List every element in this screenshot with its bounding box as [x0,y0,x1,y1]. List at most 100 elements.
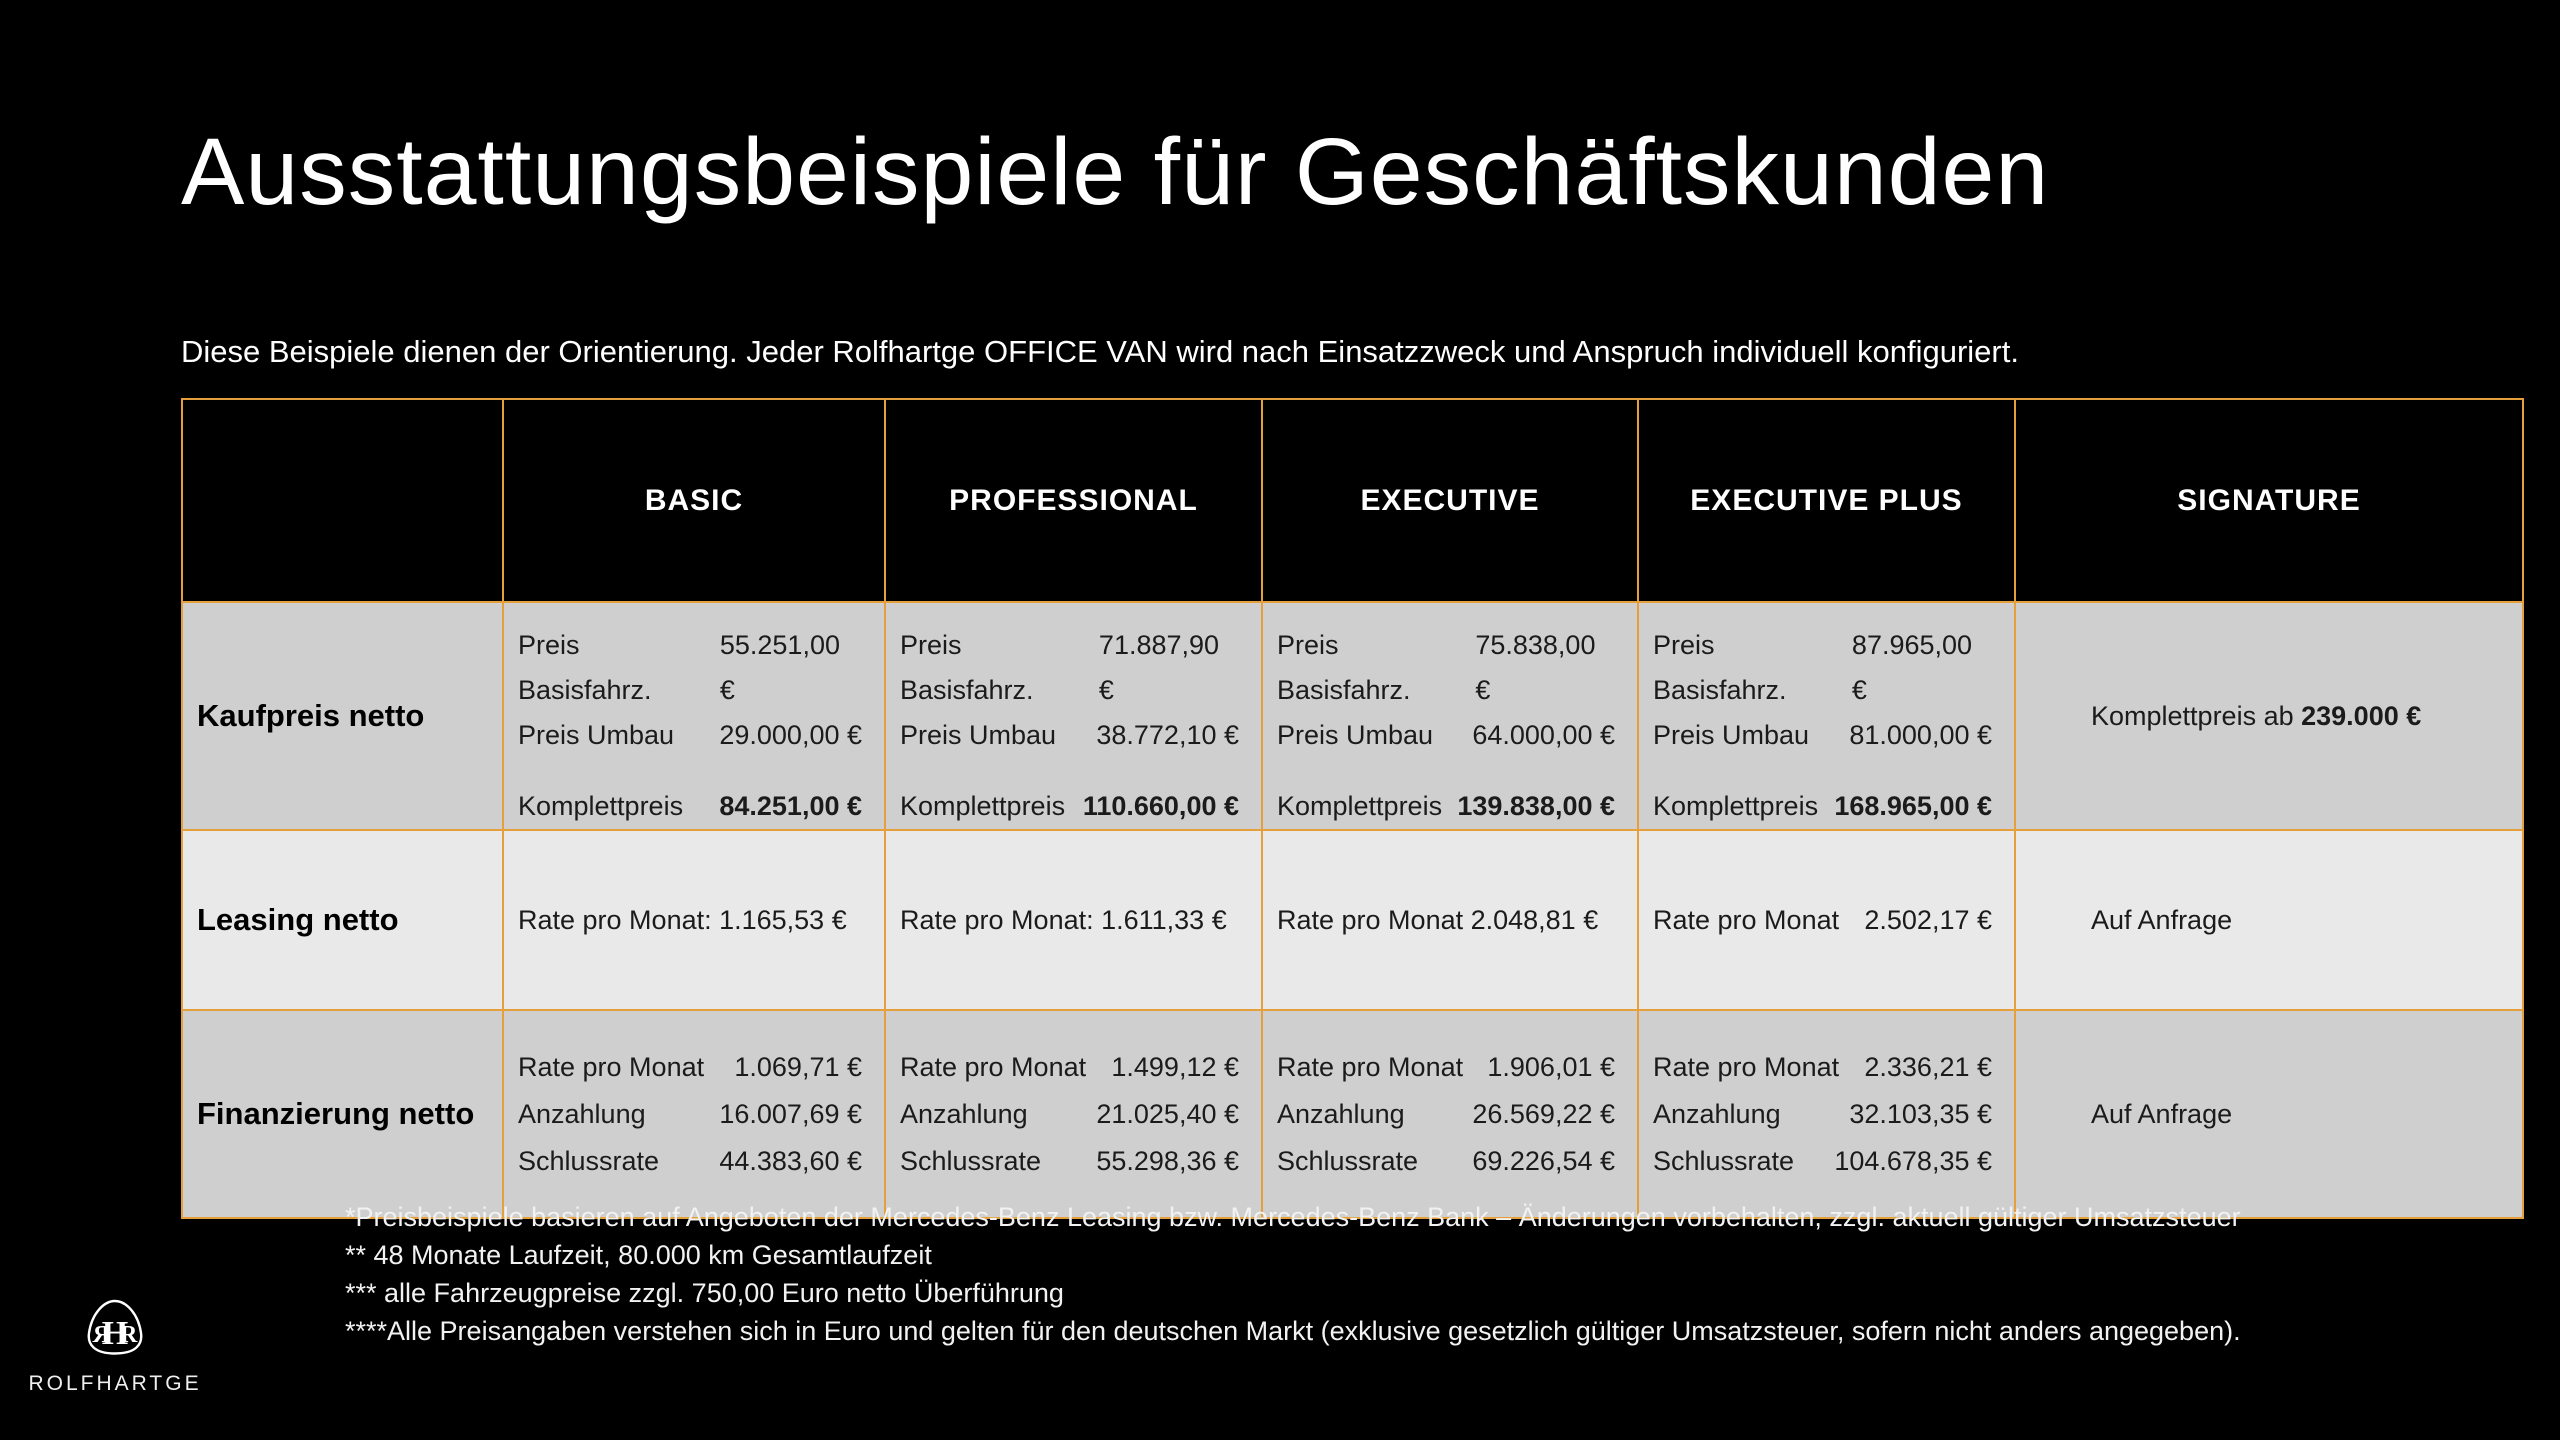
column-header-professional: PROFESSIONAL [884,398,1263,603]
pair-value: 1.906,01 € [1487,1051,1615,1082]
pair-value: 38.772,10 € [1096,720,1239,750]
pair-value: 1.069,71 € [734,1051,862,1082]
price-line: Schlussrate 44.383,60 € [518,1138,862,1185]
price-line: Schlussrate 104.678,35 € [1653,1138,1992,1185]
cell-finanzierung-executive-plus: Rate pro Monat 2.336,21 € Anzahlung 32.103… [1637,1009,2016,1219]
header-cell-empty [181,398,504,603]
footnote-4: ****Alle Preisangaben verstehen sich in … [345,1316,2241,1346]
cell-kaufpreis-basic: Preis Basisfahrz. 55.251,00 € Preis Umbau… [502,601,886,831]
pair-value: 110.660,00 € [1082,791,1239,821]
pair-label: Komplettpreis [1277,791,1443,821]
pair-label: Rate pro Monat [518,1051,705,1082]
footnote-2: ** 48 Monate Laufzeit, 80.000 km Gesamtl… [345,1240,932,1270]
brand-logo: H R R ROLFHARTGE [28,1298,199,1396]
svg-text:R: R [120,1322,138,1348]
price-line-total: Komplettpreis 84.251,00 € [518,784,862,828]
pair-value: 1.499,12 € [1111,1051,1239,1082]
pair-value: 139.838,00 € [1457,791,1615,821]
pair-label: Schlussrate [1277,1145,1419,1176]
cell-kaufpreis-executive-plus: Preis Basisfahrz. 87.965,00 € Preis Umbau… [1637,601,2016,831]
cell-leasing-basic: Rate pro Monat: 1.165,53 € [502,829,886,1011]
pair-label: Anzahlung [900,1098,1028,1129]
signature-price-prefix: Komplettpreis ab [2091,700,2294,731]
footnote-1: *Preisbeispiele basieren auf Angeboten d… [345,1202,2241,1232]
pair-label: Schlussrate [518,1145,660,1176]
footnote-3: *** alle Fahrzeugpreise zzgl. 750,00 Eur… [345,1278,1064,1308]
price-line: Preis Basisfahrz. 87.965,00 € [1653,623,1992,713]
pair-value: 87.965,00 € [1851,630,1973,705]
pair-value: 2.336,21 € [1864,1051,1992,1082]
table-row-kaufpreis: Kaufpreis netto Preis Basisfahrz. 55.251,… [181,601,2524,831]
pair-label: Schlussrate [900,1145,1042,1176]
price-line: Preis Umbau 38.772,10 € [900,713,1239,758]
pair-value: 75.838,00 € [1475,630,1596,705]
pair-value: 168.965,00 € [1834,791,1992,821]
price-line: Preis Basisfahrz. 55.251,00 € [518,623,862,713]
pair-label: Anzahlung [1653,1098,1781,1129]
pair-label: Rate pro Monat [900,1051,1087,1082]
price-line: Anzahlung 26.569,22 € [1277,1091,1615,1138]
table-header-row: BASIC PROFESSIONAL EXECUTIVE EXECUTIVE P… [181,398,2524,603]
price-line: Preis Basisfahrz. 75.838,00 € [1277,623,1615,713]
price-line: Rate pro Monat 1.906,01 € [1277,1044,1615,1091]
pair-value: 69.226,54 € [1472,1145,1615,1176]
price-line: Schlussrate 69.226,54 € [1277,1138,1615,1185]
pair-value: 81.000,00 € [1849,720,1992,750]
svg-text:H: H [102,1315,128,1352]
column-header-executive-plus: EXECUTIVE PLUS [1637,398,2016,603]
pair-value: 21.025,40 € [1096,1098,1239,1129]
table-row-leasing: Leasing netto Rate pro Monat: 1.165,53 €… [181,829,2524,1011]
pair-value: 71.887,90 € [1098,630,1220,705]
price-line: Rate pro Monat 2.502,17 € [1653,898,1992,943]
cell-finanzierung-basic: Rate pro Monat 1.069,71 € Anzahlung 16.007… [502,1009,886,1219]
pair-label: Anzahlung [1277,1098,1405,1129]
pair-label: Preis Basisfahrz. [518,630,652,705]
column-header-executive: EXECUTIVE [1261,398,1639,603]
pair-label: Preis Umbau [518,720,675,750]
pricing-table-container: BASIC PROFESSIONAL EXECUTIVE EXECUTIVE P… [181,398,2524,1219]
pair-label: Preis Umbau [1653,720,1810,750]
pair-value: 29.000,00 € [719,720,862,750]
row-label-finanzierung-netto: Finanzierung netto [181,1009,504,1219]
cell-leasing-executive-plus: Rate pro Monat 2.502,17 € [1637,829,2016,1011]
price-line: Preis Umbau 81.000,00 € [1653,713,1992,758]
pair-value: 32.103,35 € [1849,1098,1992,1129]
pair-label: Preis Umbau [1277,720,1434,750]
price-line: Rate pro Monat 1.069,71 € [518,1044,862,1091]
on-request-text: Auf Anfrage [2091,1098,2233,1129]
pair-label: Preis Umbau [900,720,1057,750]
pair-value: 16.007,69 € [719,1098,862,1129]
pair-label: Schlussrate [1653,1145,1795,1176]
signature-price-value: 239.000 € [2301,700,2422,731]
price-line: Preis Umbau 29.000,00 € [518,713,862,758]
pair-label: Rate pro Monat [1653,1051,1840,1082]
pair-value: 26.569,22 € [1472,1098,1615,1129]
row-label-kaufpreis-netto: Kaufpreis netto [181,601,504,831]
cell-finanzierung-executive: Rate pro Monat 1.906,01 € Anzahlung 26.569… [1261,1009,1639,1219]
pair-value: 44.383,60 € [719,1145,862,1176]
pair-label: Preis Basisfahrz. [1653,630,1787,705]
cell-finanzierung-signature: Auf Anfrage [2014,1009,2524,1219]
pair-label: Komplettpreis [1653,791,1819,821]
pair-label: Rate pro Monat [1653,904,1840,935]
price-line: Rate pro Monat 2.336,21 € [1653,1044,1992,1091]
table-row-finanzierung: Finanzierung netto Rate pro Monat 1.069,7… [181,1009,2524,1219]
rolfhartge-emblem-icon: H R R [87,1299,143,1355]
price-line: Rate pro Monat 1.499,12 € [900,1044,1239,1091]
cell-finanzierung-professional: Rate pro Monat 1.499,12 € Anzahlung 21.025… [884,1009,1263,1219]
pair-value: 64.000,00 € [1472,720,1615,750]
price-line: Preis Umbau 64.000,00 € [1277,713,1615,758]
pair-label: Rate pro Monat [1277,1051,1464,1082]
page-subtitle: Diese Beispiele dienen der Orientierung.… [181,334,2019,369]
leasing-rate: Rate pro Monat: 1.611,33 € [900,904,1227,935]
pair-label: Komplettpreis [900,791,1066,821]
footnotes: *Preisbeispiele basieren auf Angeboten d… [345,1198,2241,1350]
brand-name: ROLFHARTGE [28,1372,202,1395]
pair-value: 55.298,36 € [1096,1145,1239,1176]
svg-text:R: R [92,1322,110,1348]
pair-label: Preis Basisfahrz. [1277,630,1411,705]
pair-label: Komplettpreis [518,791,684,821]
pair-value: 84.251,00 € [719,791,862,821]
cell-leasing-professional: Rate pro Monat: 1.611,33 € [884,829,1263,1011]
pair-label: Anzahlung [518,1098,646,1129]
